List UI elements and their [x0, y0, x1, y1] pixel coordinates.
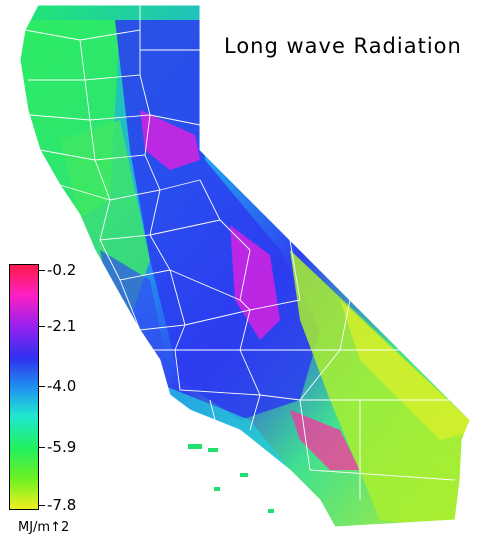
legend-units: MJ/m↑2 [18, 520, 70, 535]
legend-tick [39, 326, 45, 327]
legend-label-3: -4.0 [47, 377, 77, 395]
legend-tick [39, 447, 45, 448]
channel-islands [188, 444, 274, 513]
legend-label-2: -2.1 [47, 317, 77, 335]
legend-tick [39, 270, 45, 271]
legend-label-4: -5.9 [47, 438, 77, 456]
legend-label-max: -0.2 [47, 261, 77, 279]
legend-label-min: -7.8 [47, 496, 77, 514]
map-title: Long wave Radiation [224, 34, 462, 58]
legend-tick [39, 505, 45, 506]
county-boundaries [19, 4, 471, 528]
legend-tick [39, 386, 45, 387]
color-scale-bar [9, 264, 39, 510]
